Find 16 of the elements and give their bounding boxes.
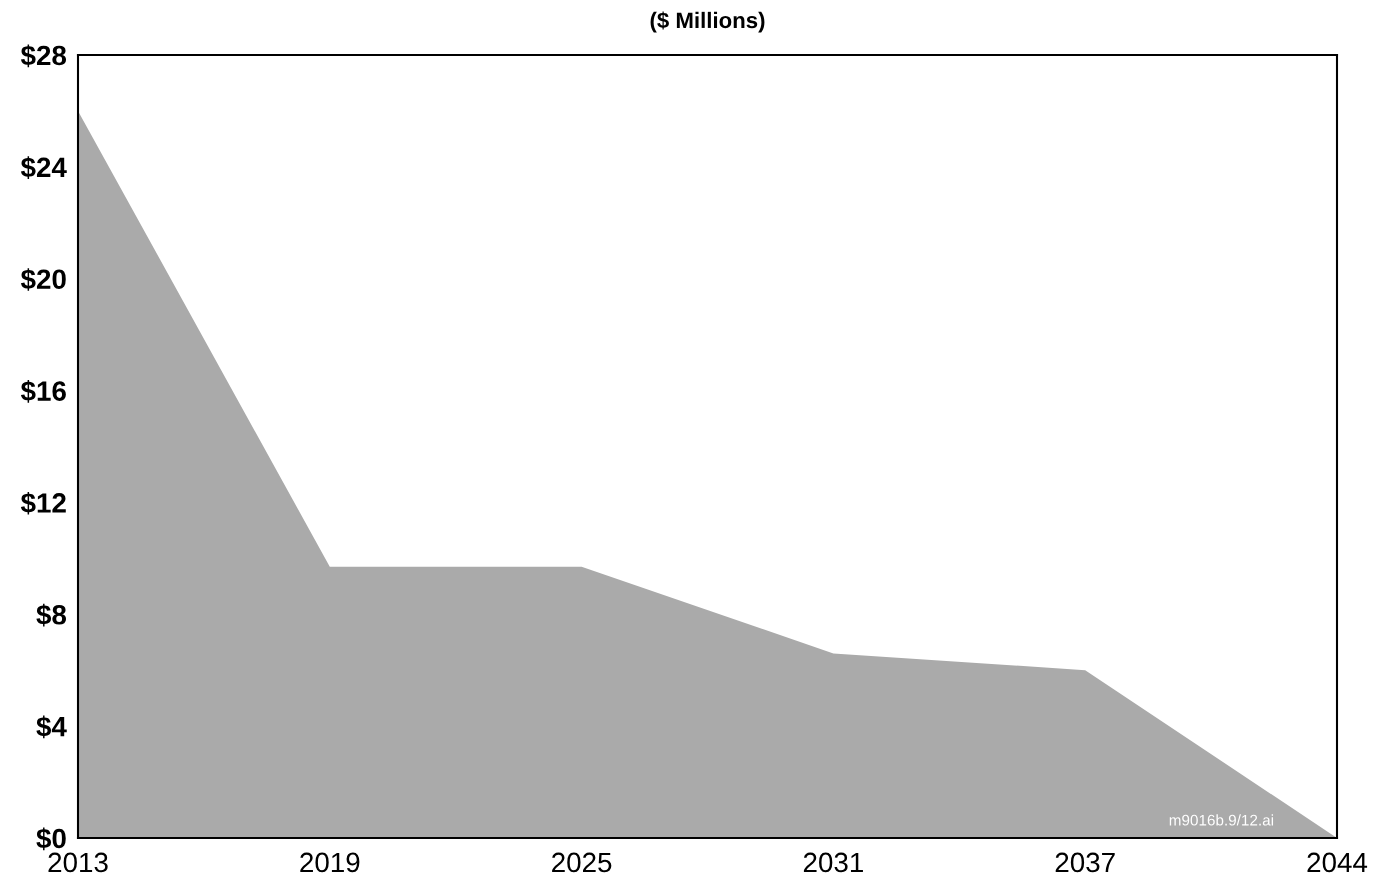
x-tick-label: 2019 [300, 852, 360, 873]
y-tick-label: $8 [36, 603, 67, 627]
x-tick-label: 2037 [1055, 852, 1115, 873]
y-tick-label: $12 [20, 491, 66, 515]
y-tick-label: $24 [20, 156, 67, 179]
annotation: m9016b.9/12.ai [1169, 814, 1274, 826]
y-tick-label: $4 [36, 715, 67, 739]
y-tick-label: $16 [20, 380, 66, 403]
y-tick-label: $0 [36, 827, 66, 851]
x-tick-label: 2013 [48, 852, 108, 873]
y-tick-label: $28 [20, 44, 67, 68]
x-tick-label: 2044 [1307, 852, 1368, 873]
y-tick-label: $20 [20, 268, 66, 291]
x-tick-label: 2025 [552, 852, 612, 873]
chart-title: ($ Millions) [650, 11, 765, 33]
x-tick-label: 2031 [803, 852, 863, 873]
